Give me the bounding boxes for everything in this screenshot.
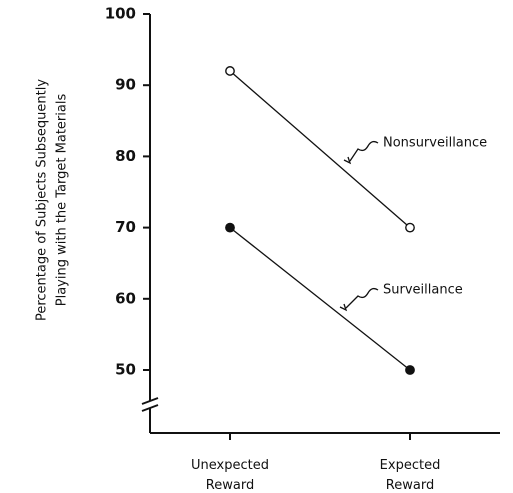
arrow-head	[339, 303, 348, 312]
axis-break	[141, 397, 159, 405]
annotation-arrow	[345, 287, 379, 309]
series-label: Surveillance	[383, 283, 463, 298]
x-tick-label: Expected Reward	[380, 458, 441, 493]
arrow-head	[343, 156, 352, 165]
point	[405, 365, 415, 375]
y-tick-label: 60	[115, 289, 136, 307]
point	[225, 66, 235, 76]
point	[405, 222, 415, 233]
y-tick-label: 70	[115, 218, 136, 236]
y-axis-label: Percentage of Subjects Subsequently	[35, 79, 50, 321]
series-line	[229, 227, 411, 371]
series-label: Nonsurveillance	[383, 136, 487, 151]
point	[225, 222, 235, 233]
y-tick-label: 80	[115, 147, 136, 165]
axis-break	[141, 404, 159, 412]
series-line	[229, 70, 411, 229]
x-tick-label: Unexpected Reward	[191, 458, 269, 493]
y-tick-label: 50	[115, 361, 136, 379]
annotation-arrow	[349, 140, 379, 162]
y-axis-label: Playing with the Target Materials	[55, 94, 70, 307]
y-tick-label: 100	[105, 5, 136, 23]
y-tick-label: 90	[115, 76, 136, 94]
